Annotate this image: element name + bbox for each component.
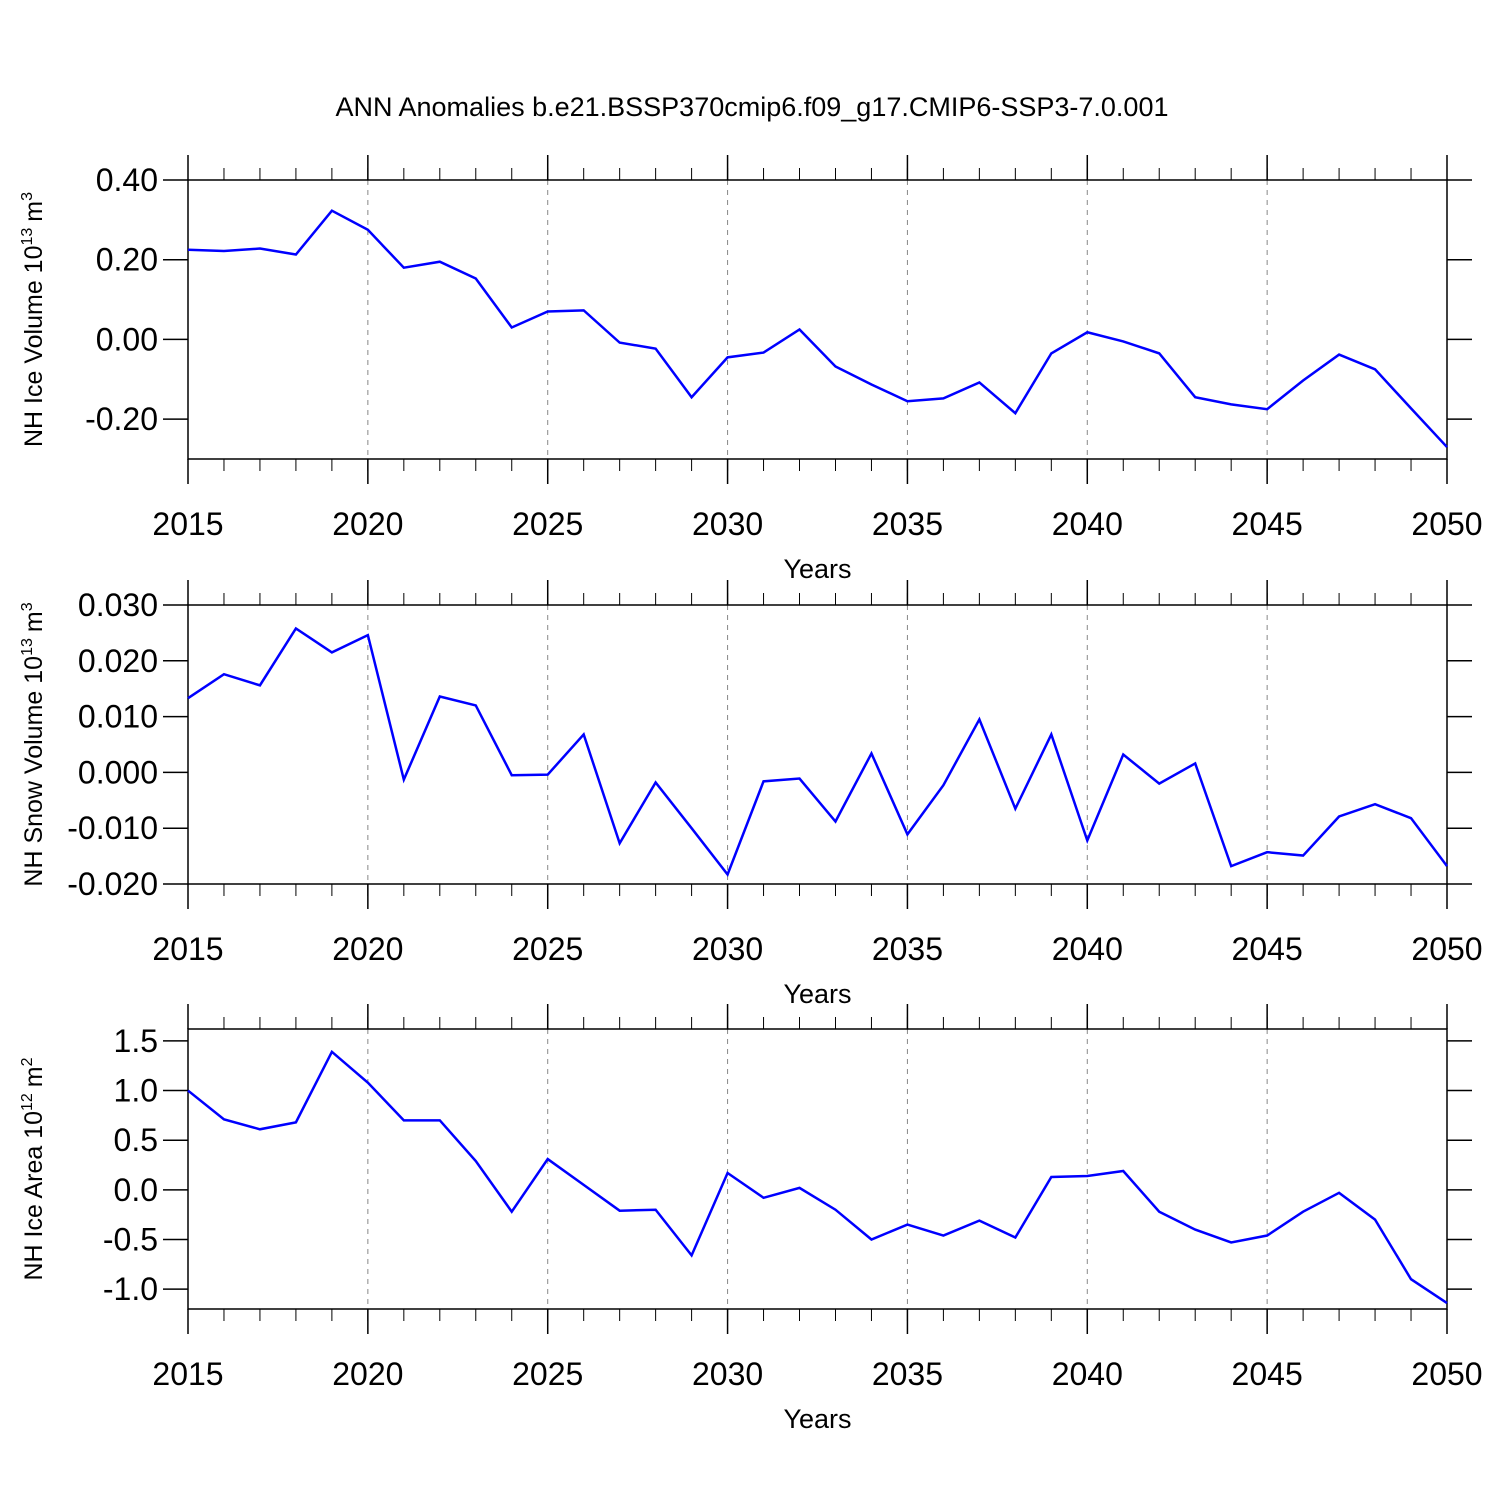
x-axis-label: Years <box>783 1404 851 1434</box>
y-tick-label: 0.20 <box>96 242 158 278</box>
y-axis-label-exponent: 13 <box>19 638 36 656</box>
y-axis-label-exponent: 2 <box>19 1057 36 1066</box>
x-tick-label: 2015 <box>152 506 223 542</box>
x-tick-label: 2050 <box>1411 506 1482 542</box>
x-tick-label: 2040 <box>1052 931 1123 967</box>
x-tick-label: 2020 <box>332 931 403 967</box>
y-axis-label-exponent: 3 <box>19 192 36 201</box>
x-axis-label: Years <box>783 979 851 1009</box>
y-axis-label: NH Ice Volume 1013 m3 <box>19 192 48 447</box>
y-tick-label: 1.5 <box>114 1023 158 1059</box>
y-axis-label: NH Snow Volume 1013 m3 <box>19 602 48 886</box>
y-axis-label-text: m <box>20 1066 48 1087</box>
y-tick-label: 0.010 <box>78 699 158 735</box>
x-axis-label: Years <box>783 554 851 584</box>
x-tick-label: 2040 <box>1052 506 1123 542</box>
x-tick-label: 2040 <box>1052 1356 1123 1392</box>
x-tick-label: 2020 <box>332 506 403 542</box>
y-tick-label: 0.00 <box>96 321 158 357</box>
x-tick-label: 2050 <box>1411 1356 1482 1392</box>
y-axis-label-text: NH Snow Volume 10 <box>20 656 48 887</box>
y-tick-label: 0.5 <box>114 1122 158 1158</box>
y-axis-label-exponent: 13 <box>19 228 36 246</box>
y-tick-label: 0.020 <box>78 643 158 679</box>
y-tick-label: 0.030 <box>78 587 158 623</box>
x-tick-label: 2035 <box>872 1356 943 1392</box>
x-tick-label: 2025 <box>512 1356 583 1392</box>
plot-frame <box>187 179 1448 460</box>
x-tick-label: 2015 <box>152 931 223 967</box>
x-tick-label: 2035 <box>872 931 943 967</box>
x-tick-label: 2045 <box>1232 1356 1303 1392</box>
x-tick-label: 2020 <box>332 1356 403 1392</box>
x-tick-label: 2030 <box>692 931 763 967</box>
y-axis-label-text: m <box>20 201 48 222</box>
y-tick-label: -0.020 <box>67 866 158 902</box>
plot-frame <box>187 604 1448 885</box>
data-line <box>187 209 1448 448</box>
x-tick-label: 2025 <box>512 931 583 967</box>
y-tick-label: -0.5 <box>103 1221 158 1257</box>
data-line <box>187 626 1449 878</box>
y-tick-label: 1.0 <box>114 1073 158 1109</box>
y-tick-label: -1.0 <box>103 1271 158 1307</box>
y-axis-label-text: NH Ice Volume 10 <box>20 246 48 448</box>
x-tick-label: 2045 <box>1232 506 1303 542</box>
y-tick-label: 0.0 <box>114 1172 158 1208</box>
x-tick-label: 2050 <box>1411 931 1482 967</box>
data-line <box>187 1049 1448 1305</box>
y-axis-label-text: m <box>20 611 48 632</box>
y-axis-label-exponent: 12 <box>19 1093 36 1111</box>
x-tick-label: 2045 <box>1232 931 1303 967</box>
x-tick-label: 2030 <box>692 1356 763 1392</box>
y-axis-label: NH Ice Area 1012 m2 <box>19 1057 48 1280</box>
x-tick-label: 2015 <box>152 1356 223 1392</box>
x-tick-label: 2025 <box>512 506 583 542</box>
x-tick-label: 2030 <box>692 506 763 542</box>
chart-title: ANN Anomalies b.e21.BSSP370cmip6.f09_g17… <box>336 92 1169 122</box>
y-axis-label-text: NH Ice Area 10 <box>20 1111 48 1281</box>
y-tick-label: 0.000 <box>78 754 158 790</box>
y-tick-label: -0.010 <box>67 810 158 846</box>
y-tick-label: -0.20 <box>85 401 158 437</box>
y-tick-label: 0.40 <box>96 162 158 198</box>
y-axis-label-exponent: 3 <box>19 602 36 611</box>
plot-frame <box>187 1028 1448 1310</box>
x-tick-label: 2035 <box>872 506 943 542</box>
